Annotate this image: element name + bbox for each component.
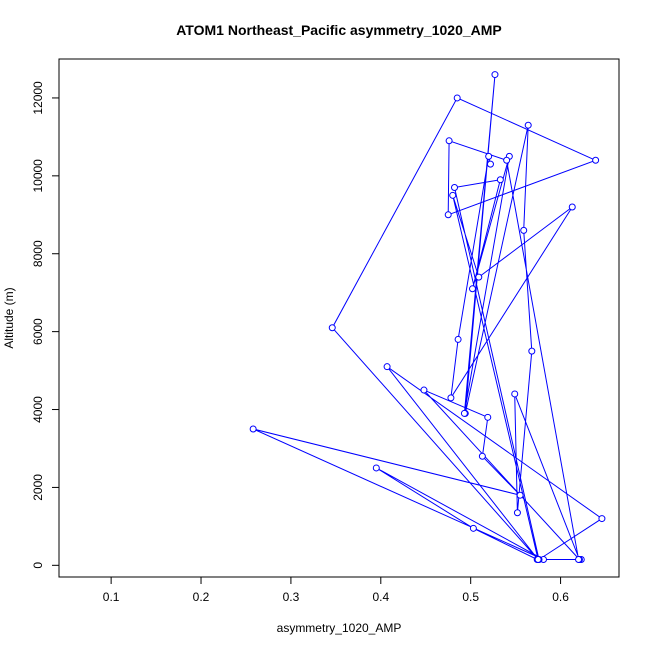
data-point (460, 409, 468, 417)
x-tick-label: 0.4 (372, 590, 389, 604)
y-tick-label: 2000 (31, 474, 45, 501)
data-point (516, 491, 524, 499)
data-point (328, 324, 336, 332)
data-point (568, 203, 576, 211)
y-tick-label: 10000 (31, 159, 45, 193)
data-point (528, 347, 536, 355)
data-point (383, 363, 391, 371)
y-tick-label: 6000 (31, 318, 45, 345)
data-point (468, 285, 476, 293)
data-point (449, 191, 457, 199)
plot-frame (58, 58, 620, 578)
data-point (592, 156, 600, 164)
data-point (484, 413, 492, 421)
y-tick-label: 4000 (31, 396, 45, 423)
data-point (520, 226, 528, 234)
data-point (453, 94, 461, 102)
data-point (447, 394, 455, 402)
series-line (252, 74, 603, 561)
x-axis-label: asymmetry_1020_AMP (277, 621, 402, 635)
data-point (249, 425, 257, 433)
data-point (478, 452, 486, 460)
x-tick-label: 0.6 (552, 590, 569, 604)
data-point (491, 71, 499, 79)
data-point (454, 335, 462, 343)
data-point (503, 156, 511, 164)
data-point (444, 211, 452, 219)
data-point (534, 555, 542, 563)
x-tick-label: 0.1 (103, 590, 120, 604)
chart-title: ATOM1 Northeast_Pacific asymmetry_1020_A… (176, 22, 502, 38)
data-point (451, 184, 459, 192)
data-point (524, 121, 532, 129)
data-point (511, 390, 519, 398)
data-point (485, 152, 493, 160)
x-axis: 0.1 0.2 0.3 0.4 0.5 0.6 (103, 577, 569, 604)
y-tick-label: 12000 (31, 81, 45, 115)
y-tick-label: 0 (31, 562, 45, 569)
data-point (575, 555, 583, 563)
data-point (486, 160, 494, 168)
y-tick-label: 8000 (31, 240, 45, 267)
x-tick-label: 0.2 (193, 590, 210, 604)
x-tick-label: 0.3 (283, 590, 300, 604)
series-points (249, 71, 606, 563)
data-point (475, 273, 483, 281)
data-point (513, 509, 521, 517)
y-axis-label: Altitude (m) (2, 287, 16, 348)
data-point (598, 515, 606, 523)
data-point (496, 176, 504, 184)
data-point (420, 386, 428, 394)
x-tick-label: 0.5 (462, 590, 479, 604)
data-point (469, 524, 477, 532)
data-point (445, 137, 453, 145)
y-axis: 0 2000 4000 6000 8000 10000 12000 (31, 81, 59, 569)
data-point (372, 464, 380, 472)
